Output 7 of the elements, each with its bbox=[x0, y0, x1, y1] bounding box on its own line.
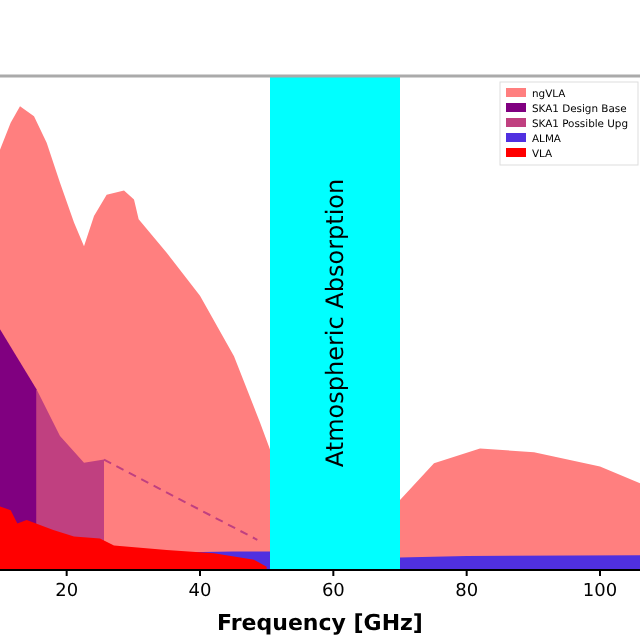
x-tick-label: 100 bbox=[582, 582, 618, 602]
x-tick-label: 80 bbox=[455, 582, 479, 602]
x-tick-label: 60 bbox=[321, 582, 346, 602]
x-axis-title: Frequency [GHz] bbox=[217, 610, 423, 636]
x-tick-label: 40 bbox=[188, 582, 212, 602]
x-tick-label: 20 bbox=[55, 582, 79, 602]
band-label: Atmospheric Absorption bbox=[321, 178, 349, 468]
